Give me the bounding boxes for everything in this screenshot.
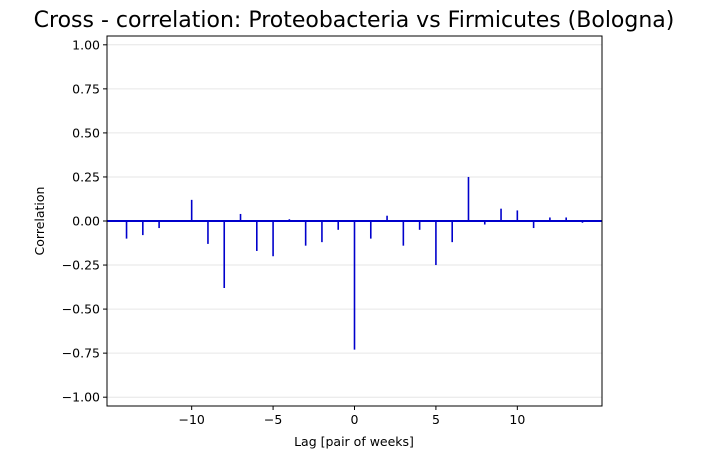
y-tick-label: 0.50: [72, 125, 100, 140]
y-tick-label: 0.75: [72, 81, 100, 96]
stem-bars: [125, 176, 584, 350]
y-tick-label: 0.00: [72, 214, 100, 229]
x-tick-label: 10: [509, 412, 525, 427]
x-tick-label: 5: [432, 412, 440, 427]
y-tick-label: −0.25: [62, 258, 100, 273]
y-tick-label: −0.50: [62, 302, 100, 317]
y-axis-label: Correlation: [32, 187, 47, 256]
y-tick-label: −0.75: [62, 346, 100, 361]
y-tick-label: 0.25: [72, 169, 100, 184]
x-axis-label: Lag [pair of weeks]: [294, 434, 414, 449]
chart-title: Cross - correlation: Proteobacteria vs F…: [34, 8, 675, 33]
y-tick-label: −1.00: [62, 390, 100, 405]
y-tick-label: 1.00: [72, 37, 100, 52]
x-tick-label: −5: [264, 412, 282, 427]
x-tick-label: 0: [351, 412, 359, 427]
x-axis: −10 −5 0 5 10: [178, 406, 525, 427]
x-tick-label: −10: [178, 412, 204, 427]
y-axis: −1.00 −0.75 −0.50 −0.25 0.00 0.25 0.50 0.75 1.00: [62, 37, 107, 405]
